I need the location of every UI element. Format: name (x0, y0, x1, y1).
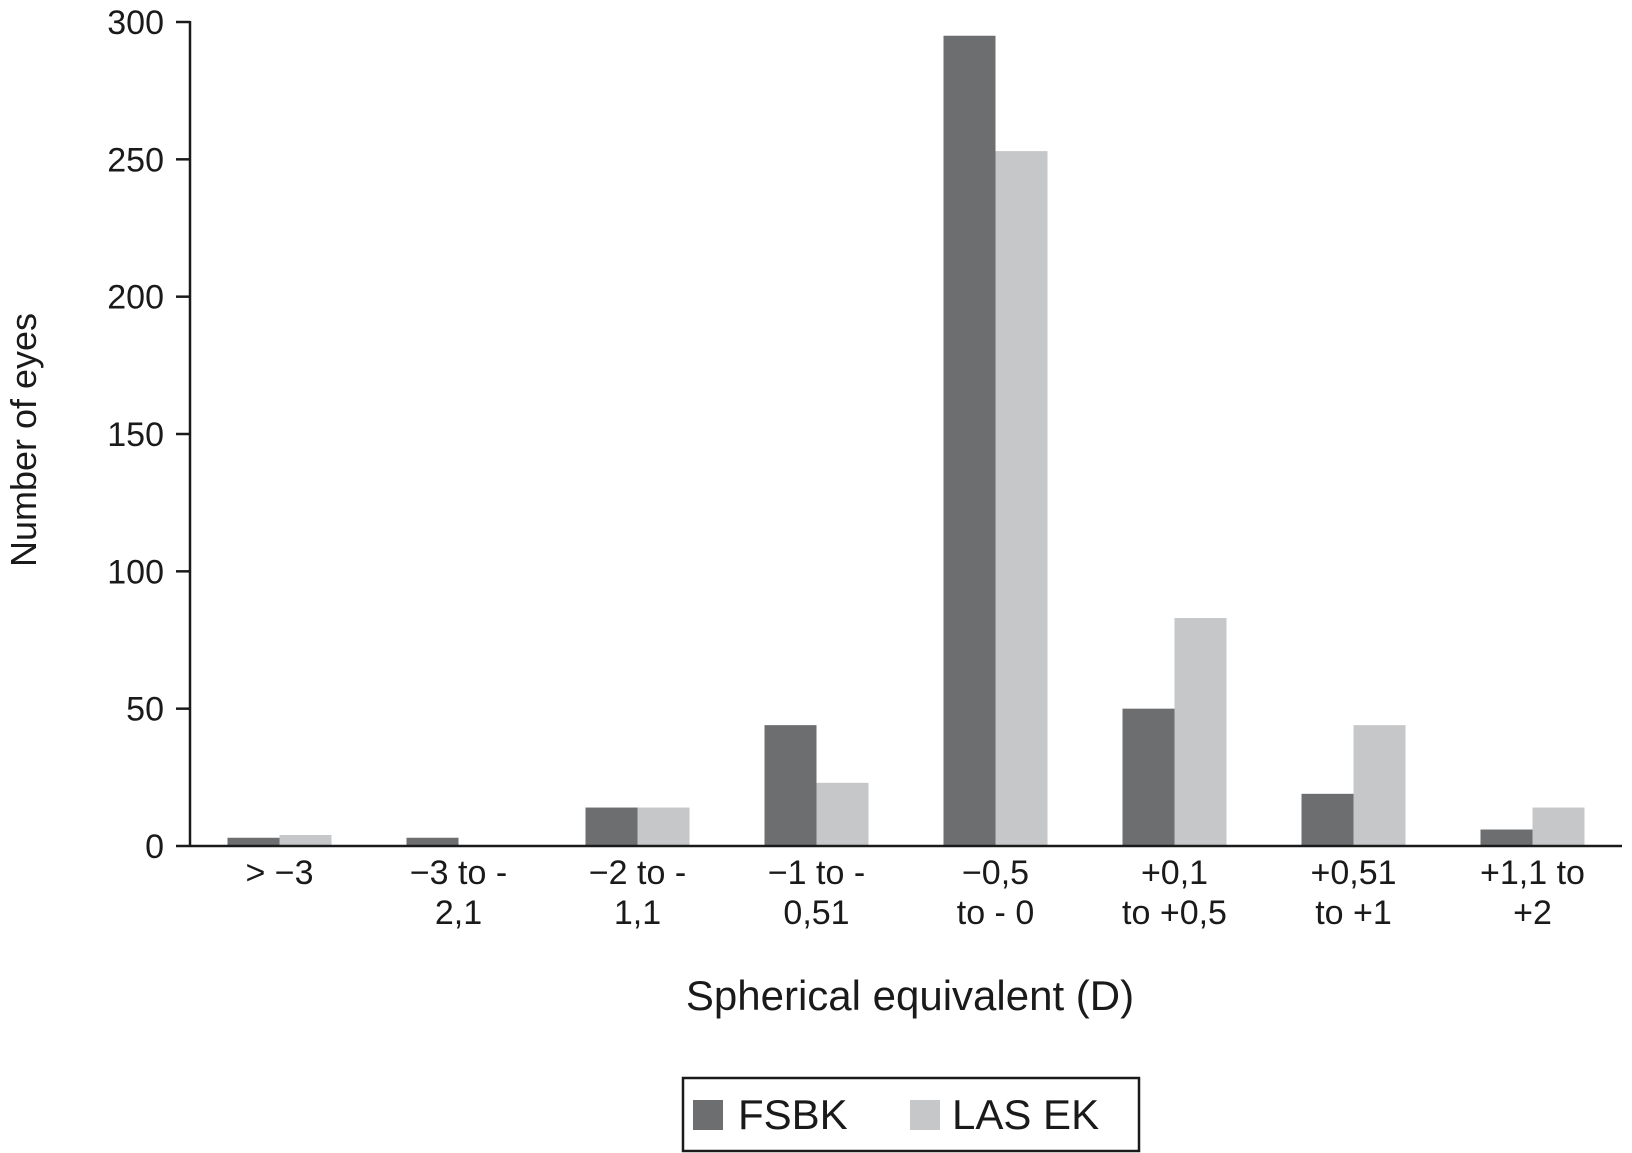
x-tick-label-4: −0,5 to - 0 (957, 854, 1034, 932)
legend-label-las-ek: LAS EK (952, 1091, 1099, 1138)
x-tick-label-0: > −3 (245, 854, 313, 892)
bar-las-ek-2 (637, 807, 690, 846)
y-tick-label-250: 250 (107, 141, 164, 179)
legend-swatch-las-ek (910, 1100, 940, 1130)
bar-las-ek-0 (279, 835, 332, 846)
bars-group (227, 35, 1585, 847)
bar-fsbk-6 (1301, 793, 1354, 846)
bar-las-ek-5 (1174, 618, 1227, 846)
x-tick-label-5: +0,1 to +0,5 (1122, 854, 1227, 932)
y-tick-label-0: 0 (145, 828, 164, 866)
bar-las-ek-6 (1353, 725, 1406, 846)
bar-fsbk-1 (406, 837, 459, 846)
y-tick-label-200: 200 (107, 279, 164, 317)
y-tick-label-50: 50 (126, 691, 164, 729)
y-tick-label-100: 100 (107, 553, 164, 591)
bar-fsbk-2 (585, 807, 638, 846)
x-tick-label-7: +1,1 to +2 (1480, 854, 1585, 932)
bar-fsbk-4 (943, 35, 996, 846)
legend-label-fsbk: FSBK (738, 1091, 848, 1138)
x-axis-title: Spherical equivalent (D) (686, 972, 1134, 1019)
x-axis: > −3 −3 to -2,1 −2 to -1,1 −1 to -0,51 −0,5 t… (190, 844, 1622, 932)
x-tick-label-6: +0,51 to +1 (1310, 854, 1396, 932)
y-axis: 0 50 100 150 200 250 300 (107, 4, 192, 866)
x-tick-label-2: −2 to -1,1 (589, 854, 686, 932)
x-tick-label-1: −3 to -2,1 (410, 854, 507, 932)
bar-fsbk-0 (227, 837, 280, 846)
y-axis-title: Number of eyes (3, 313, 44, 567)
legend: FSBK LAS EK (681, 1076, 1141, 1153)
legend-swatch-fsbk (693, 1100, 723, 1130)
bar-las-ek-4 (995, 151, 1048, 847)
bar-fsbk-3 (764, 725, 817, 846)
y-tick-label-150: 150 (107, 416, 164, 454)
x-tick-label-3: −1 to -0,51 (768, 854, 865, 932)
bar-las-ek-3 (816, 782, 869, 846)
y-tick-label-300: 300 (107, 4, 164, 42)
bar-las-ek-7 (1532, 807, 1585, 846)
bar-fsbk-5 (1122, 708, 1175, 846)
bar-fsbk-7 (1480, 829, 1533, 846)
